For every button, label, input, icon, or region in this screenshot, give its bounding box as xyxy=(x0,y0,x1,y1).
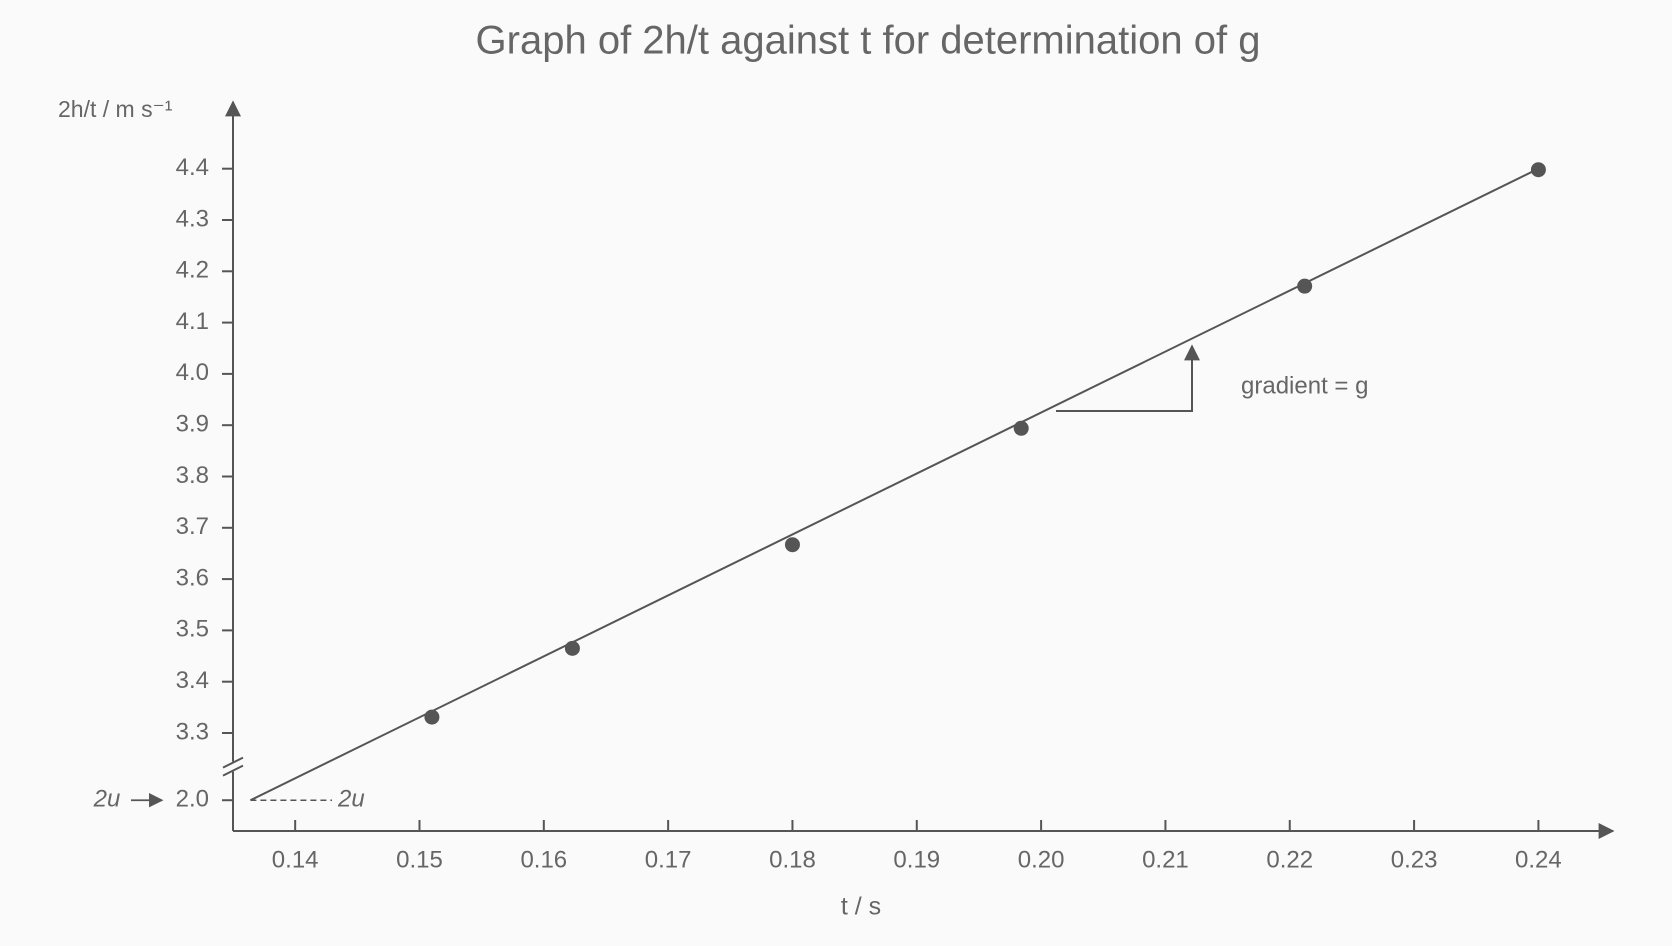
data-point xyxy=(784,537,800,553)
y-axis-label: 2h/t / m s⁻¹ xyxy=(58,96,173,122)
data-point xyxy=(1013,420,1029,436)
x-tick-label: 0.22 xyxy=(1266,846,1313,873)
axis-break xyxy=(222,756,244,769)
x-tick-label: 0.20 xyxy=(1018,846,1065,873)
x-tick-label: 0.18 xyxy=(769,846,816,873)
axis-break xyxy=(222,764,244,777)
annotation: 2u xyxy=(337,786,365,813)
gradient-triangle xyxy=(1056,344,1200,412)
x-tick-label: 0.17 xyxy=(645,846,692,873)
y-tick-label: 3.9 xyxy=(176,411,209,438)
fit-line xyxy=(249,167,1539,802)
y-tick-label: 3.7 xyxy=(176,513,209,540)
y-tick-label: 2.0 xyxy=(176,786,209,813)
y-tick-label: 4.2 xyxy=(176,257,209,284)
data-point xyxy=(1297,278,1313,294)
annotation: gradient = g xyxy=(1241,372,1368,399)
y-tick-label: 3.6 xyxy=(176,564,209,591)
data-point xyxy=(424,709,440,725)
y-tick-label: 4.0 xyxy=(176,359,209,386)
x-tick-label: 0.15 xyxy=(396,846,443,873)
x-tick-label: 0.21 xyxy=(1142,846,1189,873)
data-point xyxy=(1530,162,1546,178)
x-tick-label: 0.24 xyxy=(1515,846,1562,873)
y-tick-label: 3.3 xyxy=(176,718,209,745)
y-tick-label: 4.4 xyxy=(176,154,209,181)
y-tick-label: 3.5 xyxy=(176,616,209,643)
y-tick-label: 4.1 xyxy=(176,308,209,335)
axis-break-gap xyxy=(227,761,239,772)
x-axis-label: t / s xyxy=(841,893,881,921)
y-tick-label: 4.3 xyxy=(176,205,209,232)
y-tick-label: 3.4 xyxy=(176,667,209,694)
x-tick-label: 0.19 xyxy=(893,846,940,873)
x-tick-label: 0.23 xyxy=(1391,846,1438,873)
x-tick-label: 0.14 xyxy=(272,846,319,873)
chart-title: Graph of 2h/t against t for determinatio… xyxy=(476,19,1261,63)
x-tick-label: 0.16 xyxy=(520,846,567,873)
annotation: 2u xyxy=(93,786,121,813)
y-tick-label: 3.8 xyxy=(176,462,209,489)
data-point xyxy=(564,640,580,656)
